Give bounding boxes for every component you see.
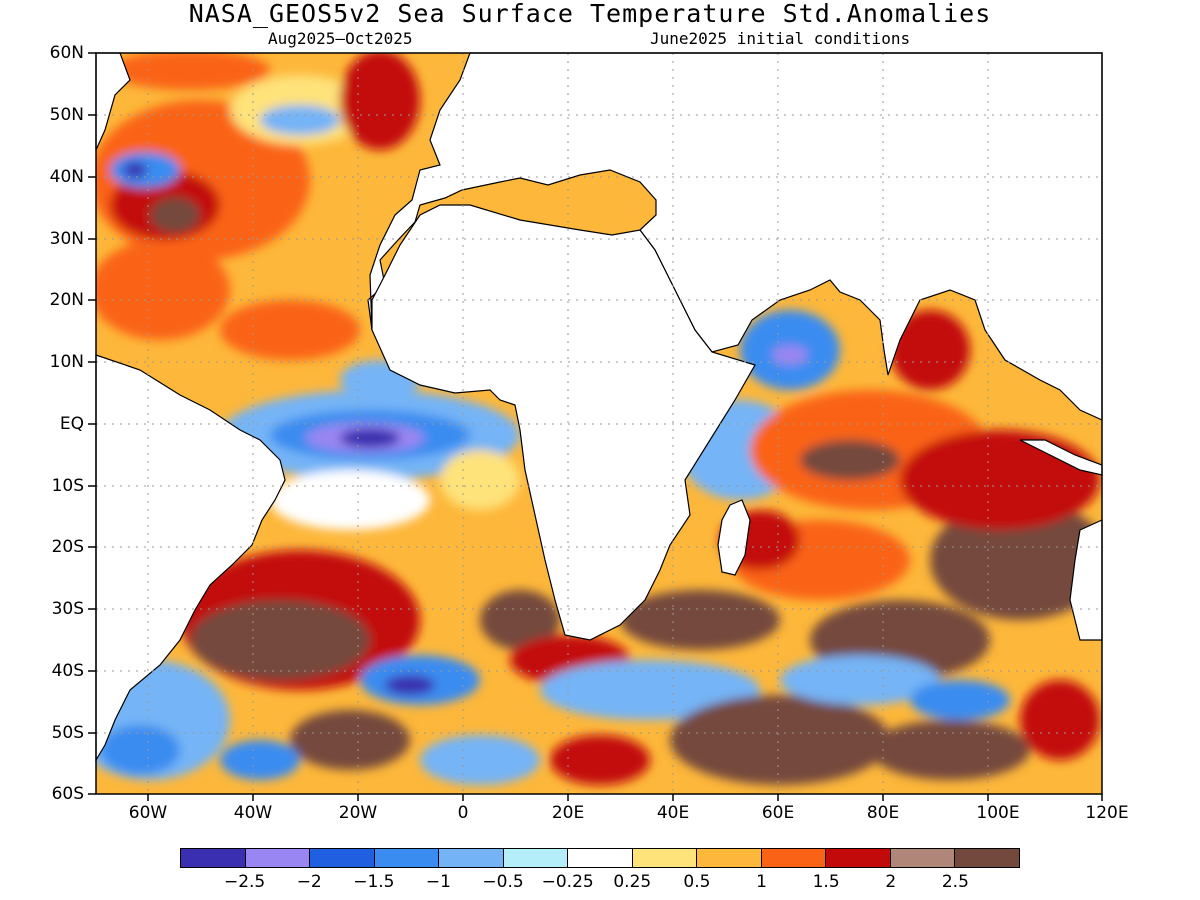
forecast-period: Aug2025–Oct2025: [268, 29, 413, 48]
colorbar-swatch: [955, 849, 1019, 867]
colorbar-label: −2: [296, 872, 322, 892]
lat-label: 50N: [49, 105, 84, 125]
colorbar-swatch: [374, 849, 440, 867]
colorbar-label: −2.5: [223, 872, 266, 892]
lat-label: 40N: [49, 167, 84, 187]
lat-label: 20N: [49, 290, 84, 310]
colorbar-swatch: [503, 849, 569, 867]
south-america-landmass: [95, 354, 286, 763]
lat-label: 30S: [51, 599, 84, 619]
lat-label: 20S: [51, 537, 84, 557]
colorbar-swatch: [568, 849, 633, 867]
lon-label: 100E: [976, 803, 1020, 823]
axis-ticks: [88, 52, 1103, 801]
colorbar-label: 1.5: [812, 872, 840, 892]
lon-label: 0: [457, 803, 469, 823]
lon-label: 20E: [551, 803, 585, 823]
lon-label: 120E: [1085, 803, 1129, 823]
lat-label: 30N: [49, 229, 84, 249]
colorbar-label: 2.5: [941, 872, 969, 892]
lon-label: 60W: [128, 803, 168, 823]
colorbar: [180, 848, 1020, 868]
lon-label: 20W: [338, 803, 378, 823]
initial-conditions: June2025 initial conditions: [650, 29, 911, 48]
colorbar-swatch: [439, 849, 504, 867]
colorbar-swatch: [181, 849, 246, 867]
map-title: NASA_GEOS5v2 Sea Surface Temperature Std…: [188, 0, 992, 28]
colorbar-swatch: [310, 849, 375, 867]
lat-label: 10S: [51, 476, 84, 496]
colorbar-swatch: [632, 849, 698, 867]
colorbar-label: 2: [885, 872, 897, 892]
lat-label: 40S: [51, 661, 84, 681]
lat-label: 60S: [51, 784, 84, 804]
colorbar-swatch: [890, 849, 956, 867]
lat-label: 10N: [49, 352, 84, 372]
lon-label: 60E: [761, 803, 795, 823]
colorbar-label: −0.25: [541, 872, 594, 892]
colorbar-swatch: [697, 849, 762, 867]
madagascar-landmass: [717, 499, 751, 576]
lon-label: 80E: [866, 803, 900, 823]
lat-label: 50S: [51, 723, 84, 743]
lon-label: 40E: [656, 803, 690, 823]
colorbar-label: −1: [425, 872, 451, 892]
gridlines: [96, 53, 1102, 794]
colorbar-swatch: [826, 849, 891, 867]
colorbar-label: −0.5: [482, 872, 524, 892]
colorbar-label: 1: [756, 872, 767, 892]
colorbar-label: 0.5: [683, 872, 711, 892]
colorbar-swatch: [761, 849, 827, 867]
colorbar-label: −1.5: [353, 872, 395, 892]
lon-label: 40W: [233, 803, 273, 823]
lat-label: EQ: [59, 414, 84, 434]
africa-landmass: [371, 204, 756, 641]
lat-label: 60N: [49, 43, 84, 63]
colorbar-label: 0.25: [613, 872, 652, 892]
colorbar-swatch: [245, 849, 311, 867]
land-masses: [95, 52, 1103, 763]
africa-eurasia-landmass: [367, 52, 1103, 421]
